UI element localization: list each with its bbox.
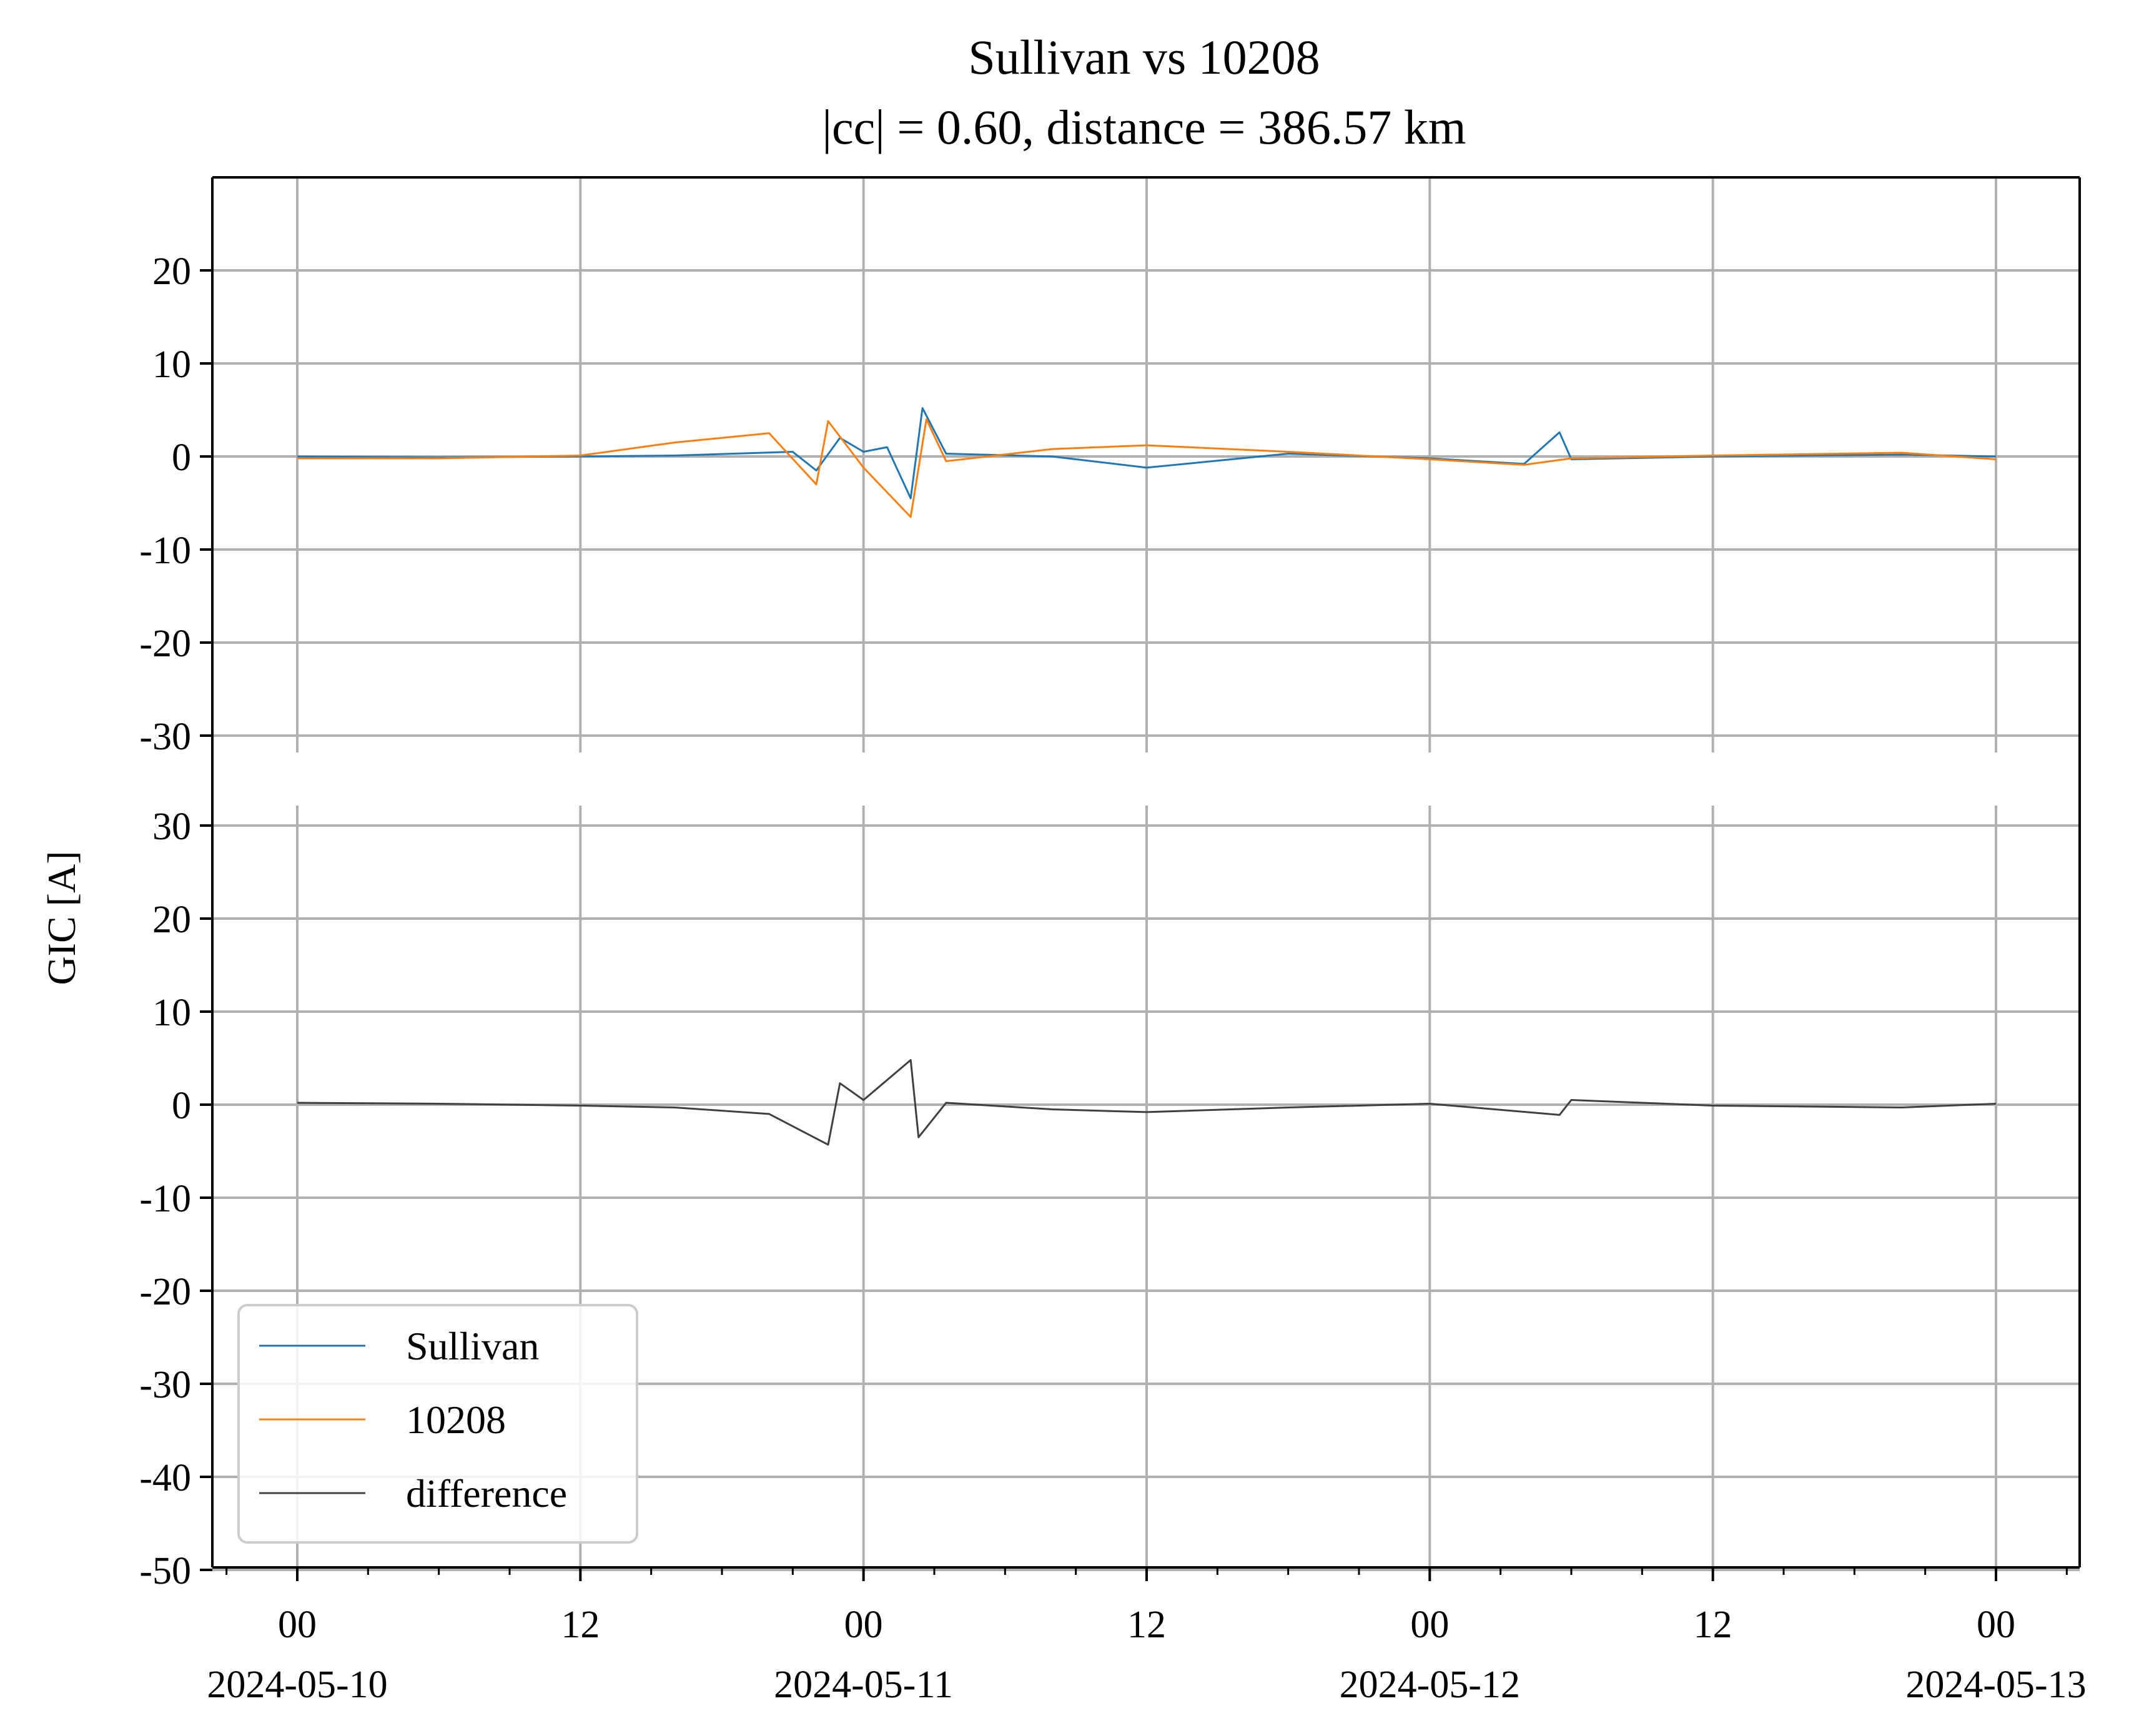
x-tick-label: 00 <box>1977 1604 2015 1646</box>
legend-label-10208: 10208 <box>406 1398 506 1442</box>
legend-label-difference: difference <box>406 1471 567 1516</box>
x-tick-label: 00 <box>844 1604 883 1646</box>
series-line-10208 <box>297 418 1997 518</box>
y-tick-label: -10 <box>139 1178 191 1220</box>
x-tick-label: 12 <box>1127 1604 1166 1646</box>
y-tick-label: 0 <box>172 1085 191 1127</box>
y-tick-label: 0 <box>172 436 191 479</box>
y-tick-label: -20 <box>139 623 191 665</box>
legend: Sullivan 10208 difference <box>237 1304 638 1544</box>
legend-box <box>237 1304 638 1544</box>
y-tick-label: -30 <box>139 1364 191 1406</box>
x-tick-label: 12 <box>561 1604 600 1646</box>
y-tick-label: -10 <box>139 530 191 572</box>
x-tick-date-label: 2024-05-11 <box>774 1664 953 1706</box>
chart-title-line1: Sullivan vs 10208 <box>968 30 1320 84</box>
y-tick-label: -40 <box>139 1457 191 1499</box>
legend-label-sullivan: Sullivan <box>406 1324 539 1368</box>
x-tick-date-label: 2024-05-12 <box>1340 1664 1520 1706</box>
y-axis-label: GIC [A] <box>39 851 84 985</box>
x-tick-label: 00 <box>1410 1604 1449 1646</box>
y-tick-label: 20 <box>152 899 191 941</box>
y-tick-label: 20 <box>152 250 191 293</box>
x-tick-date-label: 2024-05-10 <box>207 1664 387 1706</box>
x-tick-date-label: 2024-05-13 <box>1905 1664 2086 1706</box>
series-line-sullivan <box>297 407 1997 500</box>
chart-title-line2: |cc| = 0.60, distance = 386.57 km <box>822 100 1466 154</box>
x-tick-label: 00 <box>278 1604 317 1646</box>
y-tick-label: 30 <box>152 806 191 848</box>
axes-frame: 00 2024-05-10 12 00 2024-05-11 12 00 2024-05-12… <box>207 176 2087 1706</box>
y-tick-label: -30 <box>139 716 191 758</box>
y-tick-label: 10 <box>152 343 191 386</box>
panel-1: 20 10 0 -10 -20 -30 <box>139 177 2080 758</box>
y-tick-label: -20 <box>139 1271 191 1313</box>
series-line-difference <box>297 1059 1997 1146</box>
x-tick-label: 12 <box>1694 1604 1732 1646</box>
y-tick-label: -50 <box>139 1550 191 1592</box>
y-tick-label: 10 <box>152 992 191 1034</box>
